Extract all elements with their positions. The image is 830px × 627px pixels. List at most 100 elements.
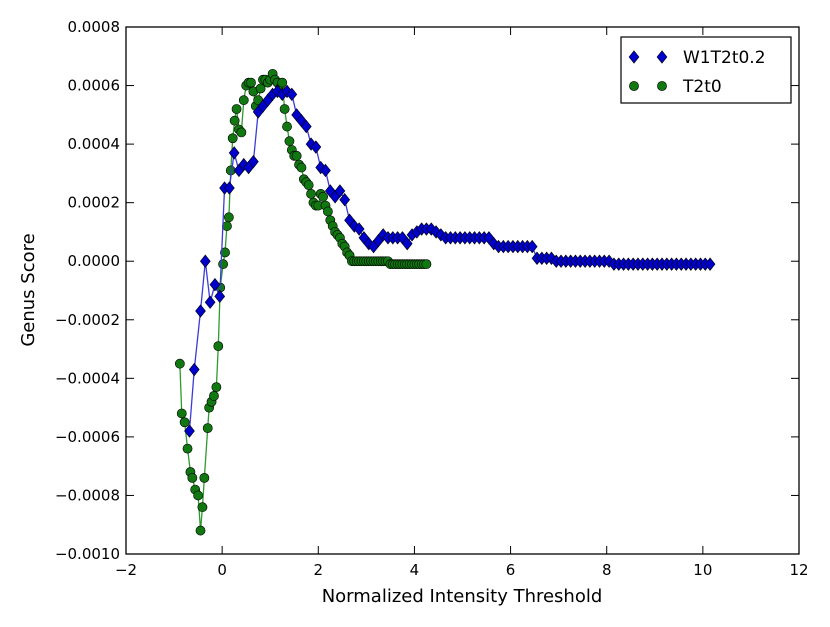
data-point [209, 277, 221, 292]
data-point [218, 259, 229, 270]
x-tick-label: 6 [506, 561, 516, 579]
data-point [306, 188, 316, 199]
data-point [209, 390, 219, 401]
data-point [320, 163, 331, 178]
data-point [401, 236, 413, 251]
data-point [223, 212, 234, 223]
legend-marker [628, 50, 640, 64]
data-point [193, 490, 204, 501]
data-point [184, 424, 195, 438]
data-point [222, 221, 232, 231]
data-point [303, 180, 314, 190]
data-point [282, 121, 292, 132]
data-point [284, 136, 295, 147]
data-point [281, 84, 293, 99]
x-tick-label: 4 [410, 561, 420, 579]
y-tick-label: 0.0008 [68, 18, 121, 36]
data-point [526, 239, 538, 254]
y-tick-label: −0.0010 [55, 545, 120, 563]
data-point [174, 358, 185, 369]
ticks-layer: −2 0 2 4 6 8 10 12 −0.0010 −0.0008 −0.0006 −0.0004 −… [55, 18, 809, 579]
legend-label: T2t0 [682, 77, 722, 97]
x-tick-label: 2 [314, 561, 324, 579]
data-point [421, 259, 432, 270]
legend-marker [629, 81, 639, 91]
plot-area-frame [125, 26, 800, 555]
x-axis-title: Normalized Intensity Threshold [322, 586, 603, 607]
data-point [310, 140, 322, 154]
data-point [202, 423, 213, 434]
data-point [199, 472, 210, 483]
data-point [272, 84, 283, 99]
legend-label: W1T2t0.2 [683, 48, 766, 68]
data-point [339, 193, 351, 207]
y-tick-label: 0.0002 [68, 194, 121, 212]
data-point [300, 119, 312, 134]
data-point [488, 236, 500, 251]
y-tick-label: 0.0004 [68, 135, 121, 153]
data-point [231, 104, 242, 114]
data-point [425, 222, 437, 236]
data-point [322, 206, 333, 217]
data-point [204, 295, 216, 309]
series-layer [174, 68, 716, 536]
data-point [238, 157, 250, 172]
data-point [213, 341, 224, 352]
data-point [377, 228, 389, 242]
data-point [195, 304, 206, 318]
data-point [220, 247, 230, 258]
data-point [248, 154, 259, 169]
data-point [229, 115, 240, 126]
data-point [238, 95, 249, 106]
data-point [546, 251, 557, 265]
x-tick-label: 10 [693, 561, 712, 579]
data-point [182, 443, 193, 454]
legend-marker [657, 81, 667, 91]
data-point [704, 257, 716, 271]
legend: W1T2t0.2 T2t0 [620, 36, 792, 104]
data-point [353, 222, 365, 236]
series-T2t0 [174, 68, 432, 536]
data-point [286, 87, 298, 102]
data-point [318, 191, 328, 202]
y-tick-label: −0.0006 [55, 428, 120, 446]
data-point [603, 254, 615, 268]
x-tick-label: 8 [602, 561, 612, 579]
data-point [176, 408, 187, 419]
data-point [334, 184, 346, 198]
data-point [228, 146, 240, 160]
y-tick-label: 0.0000 [68, 252, 121, 270]
data-point [291, 150, 302, 161]
series-W1T2t0.2 [184, 84, 716, 438]
data-point [197, 502, 208, 513]
data-point [277, 77, 288, 88]
y-tick-label: −0.0004 [55, 369, 120, 387]
data-point [296, 162, 307, 173]
x-tick-label: 12 [789, 561, 808, 579]
y-tick-label: −0.0008 [55, 486, 120, 504]
data-point [363, 236, 375, 251]
y-tick-label: 0.0006 [68, 77, 121, 95]
data-point [236, 127, 247, 138]
data-point [211, 382, 222, 393]
legend-box [620, 36, 792, 104]
y-tick-label: −0.0002 [55, 311, 120, 329]
data-point [187, 472, 198, 483]
data-point [214, 289, 226, 304]
legend-entries: W1T2t0.2 T2t0 [628, 48, 766, 97]
data-point [195, 525, 206, 536]
data-point [227, 133, 238, 144]
y-axis-title: Genus Score [18, 233, 39, 346]
data-point [279, 104, 290, 114]
x-tick-label: −2 [115, 561, 137, 579]
data-point [199, 254, 211, 268]
legend-marker [656, 50, 668, 64]
x-tick-label: 0 [217, 561, 227, 579]
data-point [246, 77, 256, 88]
data-point [224, 181, 235, 195]
data-point [188, 362, 200, 377]
data-point [179, 417, 190, 428]
